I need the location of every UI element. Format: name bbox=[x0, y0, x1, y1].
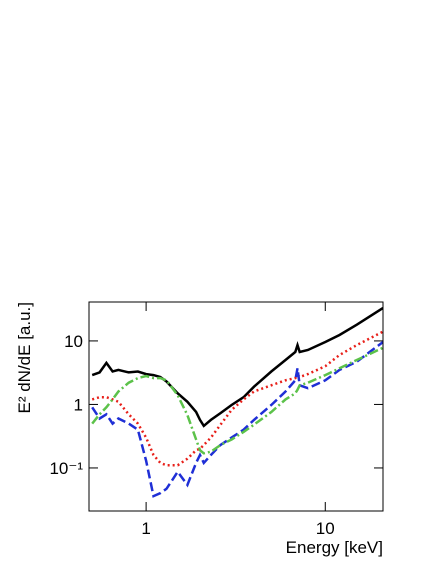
y-tick-label: 10 bbox=[64, 332, 83, 351]
y-tick-label: 10⁻¹ bbox=[49, 459, 83, 478]
plot-frame bbox=[88, 301, 384, 512]
y-axis-title: E² dN/dE [a.u.] bbox=[15, 302, 34, 414]
series-line bbox=[91, 330, 383, 467]
y-tick-label: 1 bbox=[74, 395, 83, 414]
series-line bbox=[91, 346, 383, 455]
x-axis-title: Energy [keV] bbox=[286, 538, 383, 557]
series-line bbox=[91, 341, 383, 498]
x-tick-label: 10 bbox=[316, 519, 335, 538]
x-tick-label: 1 bbox=[141, 519, 150, 538]
series-line bbox=[91, 306, 383, 428]
